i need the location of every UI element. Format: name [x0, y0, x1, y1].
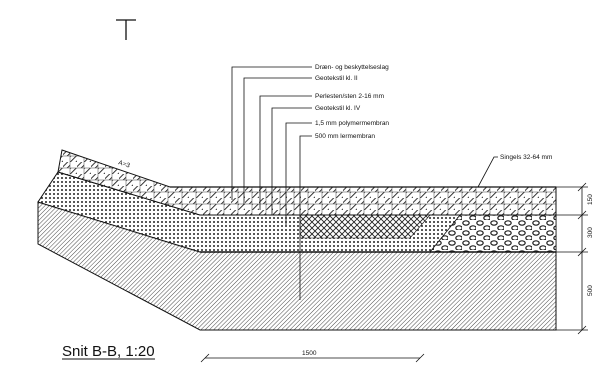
label-geotextile-4: Geotekstil kl. IV	[315, 105, 361, 112]
dim-1500: 1500	[302, 350, 317, 357]
label-polymer-membrane: 1,5 mm polymermembran	[315, 120, 389, 127]
section-title: Snit B-B, 1:20	[62, 343, 155, 360]
dim-150: 150	[587, 194, 594, 205]
slope-label: A=3	[117, 159, 131, 169]
crosshatch-layer	[299, 214, 431, 239]
label-drain-layer: Dræn- og beskyttelseslag	[315, 64, 389, 71]
label-leaders	[231, 66, 498, 300]
label-geotextile-2: Geotekstil kl. II	[315, 75, 358, 82]
dim-500: 500	[587, 285, 594, 296]
label-singels: Singels 32-64 mm	[500, 154, 552, 161]
horizontal-dimension	[200, 353, 425, 363]
dim-300: 300	[587, 227, 594, 238]
label-gravel: Perlesten/sten 2-16 mm	[315, 93, 384, 100]
layer-labels: Dræn- og beskyttelseslag Geotekstil kl. …	[315, 64, 552, 161]
label-clay-membrane: 500 mm lermembran	[315, 133, 375, 140]
section-cut-marker	[116, 19, 136, 40]
vertical-dimensions	[556, 182, 588, 335]
